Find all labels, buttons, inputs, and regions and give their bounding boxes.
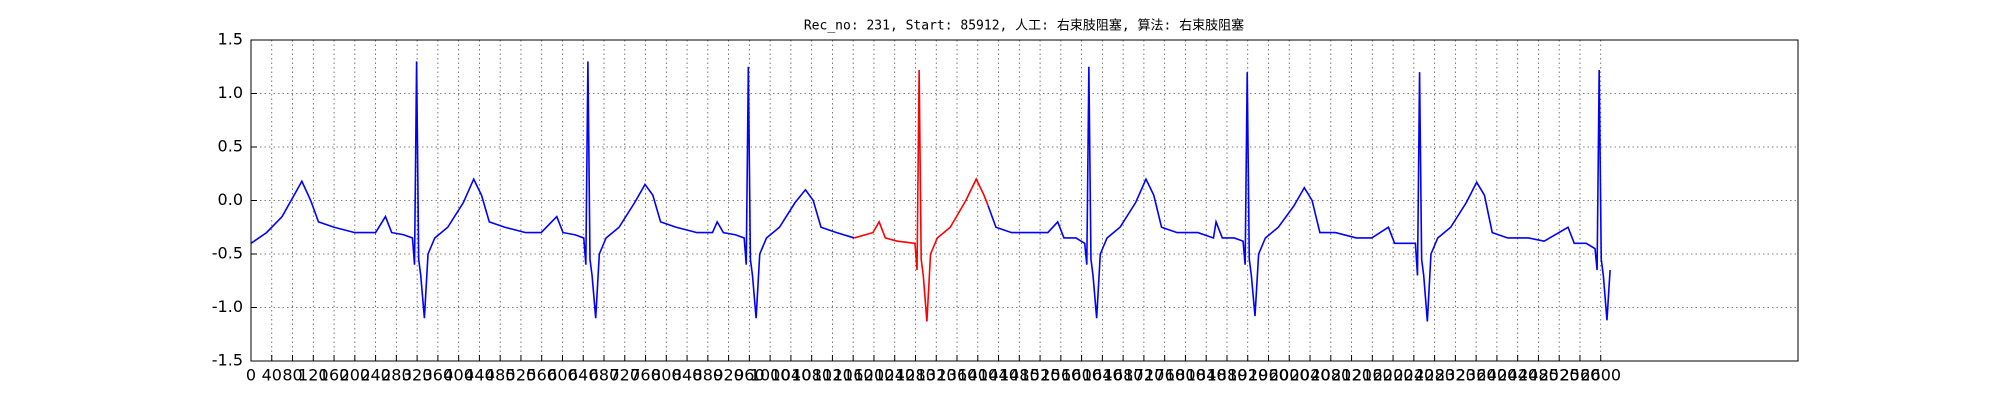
x-tick-label: 1880: [1207, 366, 1248, 385]
x-tick-label: 1280: [895, 366, 936, 385]
x-tick-label: 800: [651, 366, 682, 385]
x-tick-label: 400: [443, 366, 474, 385]
x-tick-label: 320: [402, 366, 433, 385]
x-tick-label: 360: [423, 366, 454, 385]
y-tick-label: 1.0: [218, 83, 243, 102]
x-tick-label: 720: [609, 366, 640, 385]
y-tick-label: -1.0: [212, 297, 243, 316]
x-tick-label: 440: [464, 366, 495, 385]
x-tick-label: 2000: [1269, 366, 1310, 385]
x-tick-label: 1160: [833, 366, 874, 385]
x-tick-label: 1520: [1020, 366, 1061, 385]
x-tick-label: 2080: [1310, 366, 1351, 385]
ecg-line: [987, 66, 1611, 322]
x-tick-label: 1760: [1144, 366, 1185, 385]
x-tick-label: 760: [630, 366, 661, 385]
y-tick-label: -1.5: [212, 351, 243, 370]
x-tick-label: 240: [360, 366, 391, 385]
x-tick-label: 1440: [978, 366, 1019, 385]
x-tick-label: 1560: [1040, 366, 1081, 385]
x-tick-label: 1080: [791, 366, 832, 385]
y-tick-label: 1.5: [218, 30, 243, 49]
x-tick-label: 120: [298, 366, 329, 385]
x-tick-label: 480: [485, 366, 516, 385]
x-tick-label: 960: [734, 366, 765, 385]
x-tick-label: 840: [672, 366, 703, 385]
x-tick-label: 640: [568, 366, 599, 385]
x-tick-label: 2560: [1560, 366, 1601, 385]
x-tick-label: 1960: [1248, 366, 1289, 385]
x-tick-label: 920: [713, 366, 744, 385]
x-tick-label: 1360: [937, 366, 978, 385]
x-tick-label: 2240: [1393, 366, 1434, 385]
x-tick-label: 560: [526, 366, 557, 385]
x-tick-label: 2160: [1352, 366, 1393, 385]
x-tick-label: 40: [262, 366, 282, 385]
plot-frame: [250, 39, 1799, 362]
chart-title: Rec_no: 231, Start: 85912, 人工: 右束肢阻塞, 算法…: [804, 18, 1244, 34]
x-tick-label: 1680: [1103, 366, 1144, 385]
x-tick-label: 1800: [1165, 366, 1206, 385]
x-tick-label: 1240: [874, 366, 915, 385]
x-tick-label: 2520: [1539, 366, 1580, 385]
x-tick-label: 1920: [1227, 366, 1268, 385]
x-tick-label: 2280: [1414, 366, 1455, 385]
x-tick-label: 2320: [1435, 366, 1476, 385]
x-tick-label: 200: [340, 366, 371, 385]
x-tick-label: 1320: [916, 366, 957, 385]
x-tick-label: 1600: [1061, 366, 1102, 385]
ecg-line: [854, 69, 989, 322]
x-tick-label: 2600: [1580, 366, 1621, 385]
x-tick-label: 2200: [1373, 366, 1414, 385]
x-tick-label: 1720: [1124, 366, 1165, 385]
x-tick-label: 2360: [1456, 366, 1497, 385]
x-tick-label: 520: [506, 366, 537, 385]
x-tick-label: 600: [547, 366, 578, 385]
x-tick-label: 880: [693, 366, 724, 385]
y-tick-label: 0.0: [218, 190, 243, 209]
x-tick-label: 2480: [1518, 366, 1559, 385]
x-tick-label: 0: [246, 366, 256, 385]
y-tick-label: 0.5: [218, 137, 243, 156]
x-tick-label: 280: [381, 366, 412, 385]
x-tick-label: 1840: [1186, 366, 1227, 385]
x-tick-label: 160: [319, 366, 350, 385]
x-tick-label: 2120: [1331, 366, 1372, 385]
y-tick-label: -0.5: [212, 244, 243, 263]
x-tick-label: 1000: [750, 366, 791, 385]
x-tick-label: 1640: [1082, 366, 1123, 385]
x-tick-label: 1480: [999, 366, 1040, 385]
x-tick-label: 680: [589, 366, 620, 385]
x-tick-label: 2440: [1497, 366, 1538, 385]
x-tick-label: 1120: [812, 366, 853, 385]
x-tick-label: 1040: [771, 366, 812, 385]
x-tick-label: 2040: [1290, 366, 1331, 385]
x-tick-label: 2400: [1477, 366, 1518, 385]
x-tick-label: 80: [282, 366, 302, 385]
x-tick-label: 1400: [957, 366, 998, 385]
ecg-line: [250, 61, 855, 319]
x-tick-label: 1200: [854, 366, 895, 385]
